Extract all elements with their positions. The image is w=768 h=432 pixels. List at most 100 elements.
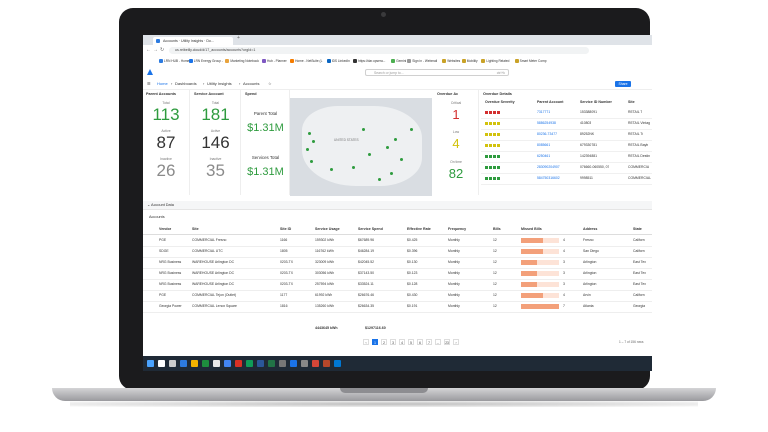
column-header[interactable]: Address [583,227,598,231]
bookmark-item[interactable]: Sign in - Webmail [407,58,437,64]
taskbar-app-icon[interactable] [257,360,264,367]
taskbar-app-icon[interactable] [268,360,275,367]
taskbar-app-icon[interactable] [191,360,198,367]
bookmark-item[interactable]: Gemini [391,58,406,64]
bookmark-item[interactable]: Hub - Planner [262,58,287,64]
column-header[interactable]: Overdue Severity [485,100,515,104]
account-data-section[interactable]: ⌄ Account Data [143,201,652,210]
next-page-icon[interactable]: › [453,339,459,345]
bookmark-item[interactable]: LRN Energy Group - [188,58,223,64]
taskbar-app-icon[interactable] [246,360,253,367]
column-header[interactable]: Vendor [159,227,172,231]
taskbar-app-icon[interactable] [180,360,187,367]
cell-parent[interactable]: 584750316602 [537,176,560,180]
bookmark-item[interactable]: Websites [442,58,460,64]
column-header[interactable]: Service ID Number [580,100,612,104]
column-header[interactable]: Bills [493,227,501,231]
map-marker-icon[interactable] [400,158,403,161]
table-row[interactable]: PGE COMMERCIAL Tejon (Outlet) 1177 61992 kW… [143,290,652,302]
taskbar-app-icon[interactable] [147,360,154,367]
reload-icon[interactable]: ↻ [160,47,165,53]
bookmark-item[interactable]: Home - NetSuite (L [290,58,322,64]
column-header[interactable]: Effective Rate [407,227,431,231]
page-button[interactable]: 7 [426,339,432,345]
column-header[interactable]: Service Spend [358,227,383,231]
table-row[interactable]: 6250461 142394881 RETAIL Destin [481,151,652,163]
map-marker-icon[interactable] [310,160,313,163]
cell-parent[interactable]: 283090204907 [537,165,560,169]
taskbar-app-icon[interactable] [224,360,231,367]
taskbar-app-icon[interactable] [279,360,286,367]
bookmark-item[interactable]: Mobility [461,58,478,64]
page-button[interactable]: 3 [390,339,396,345]
share-button[interactable]: Share [615,81,631,87]
star-icon[interactable]: ☆ [268,81,272,86]
map-marker-icon[interactable] [362,128,365,131]
column-header[interactable]: Site ID [280,227,292,231]
table-row[interactable]: PGE COMMERCIAL Fresno 1166 159302 kWh $67689… [143,235,652,247]
map-marker-icon[interactable] [330,168,333,171]
column-header[interactable]: State [633,227,642,231]
page-button[interactable]: 23 [444,339,450,345]
column-header[interactable]: Service Usage [315,227,340,231]
column-header[interactable]: Frequency [448,227,467,231]
grafana-logo-icon[interactable] [147,69,153,75]
map-marker-icon[interactable] [410,128,413,131]
column-header[interactable]: Parent Account [537,100,564,104]
taskbar-app-icon[interactable] [334,360,341,367]
map-marker-icon[interactable] [394,138,397,141]
table-row[interactable]: 7317771 153388091 RETAIL T [481,107,652,119]
taskbar-app-icon[interactable] [323,360,330,367]
page-button[interactable]: 5 [408,339,414,345]
column-header[interactable]: Site [628,100,635,104]
account-map[interactable]: UNITED STATES [290,98,432,196]
taskbar-app-icon[interactable] [312,360,319,367]
forward-icon[interactable]: → [153,47,158,53]
browser-tab[interactable]: Accounts · Utility Insights · Do... [153,37,233,45]
table-row[interactable]: NRG Business WAREHOUSE Arlington DC 0203-T… [143,279,652,291]
taskbar-app-icon[interactable] [169,360,176,367]
page-button[interactable]: 6 [417,339,423,345]
page-button[interactable]: 2 [381,339,387,345]
prev-page-icon[interactable]: ‹ [363,339,369,345]
table-row[interactable]: 5886254938 410803 RETAIL Vintag [481,118,652,130]
taskbar-app-icon[interactable] [290,360,297,367]
breadcrumb-dashboards[interactable]: Dashboards [175,81,197,86]
taskbar-app-icon[interactable] [235,360,242,367]
map-marker-icon[interactable] [308,132,311,135]
table-row[interactable]: 584750316602 9998511 COMMERCIAL [481,173,652,185]
table-row[interactable]: 8085661 679330781 RETAIL Bayb [481,140,652,152]
table-row[interactable]: SDGE COMMERCIAL UTC 1805 116762 kWh $46284.1… [143,246,652,258]
bookmark-item[interactable]: Lighting Related [481,58,509,64]
map-marker-icon[interactable] [368,153,371,156]
map-marker-icon[interactable] [390,172,393,175]
map-marker-icon[interactable] [306,148,309,151]
bookmark-item[interactable]: https://dar.opsera... [353,58,385,64]
bookmark-item[interactable]: LRN HUB - Home [159,58,189,64]
back-icon[interactable]: ← [146,47,151,53]
page-button[interactable]: 4 [399,339,405,345]
map-marker-icon[interactable] [312,140,315,143]
bookmark-item[interactable]: Marketing Notebook [225,58,259,64]
search-input[interactable]: Search or jump to... ctrl+k [365,69,509,76]
table-row[interactable]: NRG Business WAREHOUSE Arlington DC 0203-T… [143,257,652,269]
map-marker-icon[interactable] [378,178,381,181]
new-tab-icon[interactable]: + [237,35,240,41]
bookmark-item[interactable]: Smart Meter Comp [514,58,547,64]
page-button[interactable]: 1 [372,339,378,345]
taskbar-app-icon[interactable] [202,360,209,367]
column-header[interactable]: Site [192,227,199,231]
cell-parent[interactable]: 8085661 [537,143,551,147]
table-row[interactable]: 283090204907 076660-060550, 07 COMMERCIA [481,162,652,174]
table-row[interactable]: NRG Business WAREHOUSE Arlington DC 0203-T… [143,268,652,280]
cell-parent[interactable]: 5886254938 [537,121,556,125]
taskbar-app-icon[interactable] [213,360,220,367]
bookmark-item[interactable]: IDS LinkedIn [326,58,350,64]
table-row[interactable]: 80236-73477 89252NK RETAIL Tr [481,129,652,141]
taskbar-app-icon[interactable] [158,360,165,367]
breadcrumb-home[interactable]: Home [157,81,168,86]
cell-parent[interactable]: 7317771 [537,110,551,114]
breadcrumb-utility[interactable]: Utility Insights [207,81,232,86]
page-button[interactable]: ... [435,339,441,345]
cell-parent[interactable]: 6250461 [537,154,551,158]
